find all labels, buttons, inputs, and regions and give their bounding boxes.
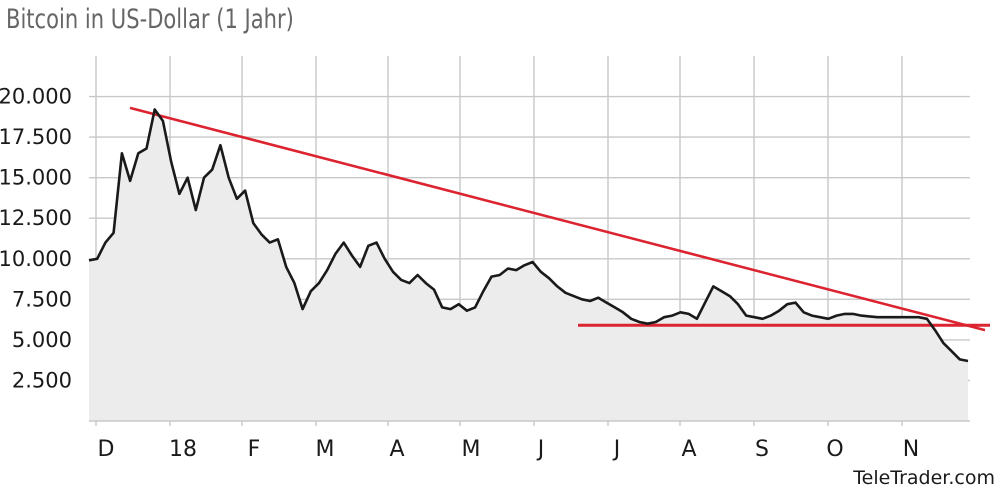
- x-tick-label: A: [389, 437, 404, 462]
- x-tick-label: S: [755, 437, 769, 462]
- price-line: [88, 108, 969, 363]
- x-tick-label: 18: [169, 437, 197, 462]
- chart-title: Bitcoin in US-Dollar (1 Jahr): [6, 4, 294, 35]
- trend-lines: [129, 106, 990, 332]
- y-tick-label: 7.500: [12, 287, 72, 311]
- y-tick-label: 10.000: [0, 247, 72, 271]
- x-tick-label: D: [98, 437, 115, 462]
- x-tick-label: A: [681, 437, 696, 462]
- x-tick-label: F: [248, 437, 261, 462]
- source-label: TeleTrader.com: [852, 467, 995, 489]
- x-tick-label: O: [826, 437, 843, 462]
- x-tick-labels: D 18 F M A M J J A S O N: [89, 420, 970, 462]
- price-area-fill: [89, 109, 968, 421]
- x-tick-label: J: [536, 437, 545, 462]
- y-tick-label: 20.000: [0, 85, 72, 109]
- y-tick-label: 17.500: [0, 125, 72, 149]
- x-tick-label: J: [612, 437, 621, 462]
- y-tick-label: 12.500: [0, 206, 72, 230]
- price-area: [89, 109, 968, 421]
- x-tick-label: M: [316, 437, 335, 462]
- resistance-trendline: [129, 106, 986, 332]
- x-tick-label: N: [903, 437, 919, 462]
- x-tick-label: M: [462, 437, 481, 462]
- y-tick-labels: 20.000 17.500 15.000 12.500 10.000 7.500 5.000…: [0, 85, 72, 393]
- y-tick-label: 15.000: [0, 166, 72, 190]
- price-line-path: [88, 108, 969, 363]
- y-tick-label: 2.500: [12, 368, 72, 392]
- y-tick-label: 5.000: [12, 328, 72, 352]
